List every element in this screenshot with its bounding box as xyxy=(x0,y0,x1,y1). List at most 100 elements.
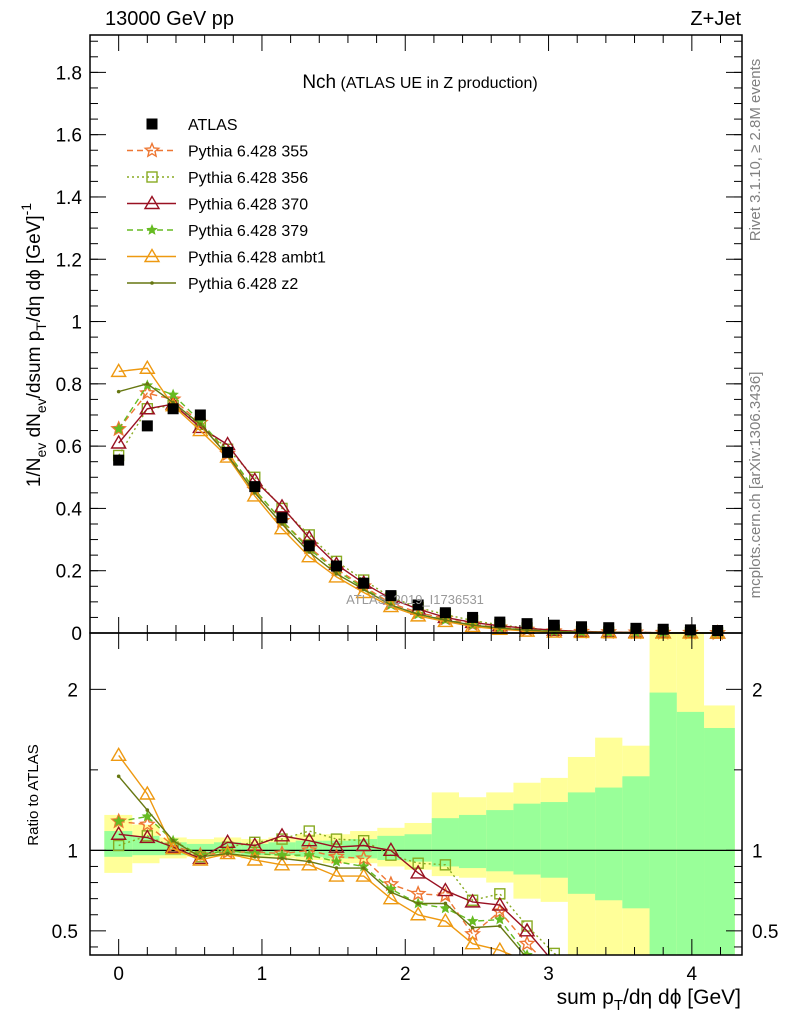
data-point-p355 xyxy=(110,420,127,437)
ratio-point-p355 xyxy=(139,815,156,832)
legend-entry-ambt1: Pythia 6.428 ambt1 xyxy=(127,248,326,267)
data-point-atlas xyxy=(576,621,588,633)
data-point-z2 xyxy=(525,628,529,632)
ratio-point-p370 xyxy=(409,864,427,879)
data-point-z2 xyxy=(145,382,150,386)
ratio-point-p370 xyxy=(518,922,536,937)
ratio-point-p379 xyxy=(112,815,125,827)
ratio-band-green-bin xyxy=(567,792,596,894)
legend-entry-z2: Pythia 6.428 z2 xyxy=(127,276,298,293)
ratio-point-p370 xyxy=(192,850,209,865)
legend-label-p356: Pythia 6.428 356 xyxy=(188,170,308,187)
main-y-tick-label: 0.6 xyxy=(56,437,82,458)
main-y-tick-label: 1.8 xyxy=(56,63,82,84)
ratio-point-p370 xyxy=(164,838,182,853)
x-axis-label: sum pT/dη dϕ [GeV] xyxy=(557,986,741,1014)
legend-marker-p355 xyxy=(143,141,161,158)
ratio-band-green-bin xyxy=(431,818,459,867)
legend-label-z2: Pythia 6.428 z2 xyxy=(188,276,298,293)
ratio-y-tick-label: 1 xyxy=(67,841,78,862)
plot-title: Nch (ATLAS UE in Z production) xyxy=(302,72,537,93)
data-point-atlas xyxy=(303,540,315,552)
ratio-point-z2 xyxy=(225,851,230,856)
ratio-band-green-bin xyxy=(540,802,568,878)
ratio-point-z2 xyxy=(334,866,339,870)
ratio-panel-frame xyxy=(89,632,743,956)
ratio-point-z2 xyxy=(116,774,121,779)
data-point-atlas xyxy=(467,611,479,623)
axes-ticks: 0 0.2 0.4 0.6 0.8 1 1.2 1.4 1.6 1.8 0 1 2 3 4 0.5 0.5 1 1 2… xyxy=(52,35,778,985)
data-point-ambt1 xyxy=(246,487,264,502)
main-y-tick-label: 0.8 xyxy=(56,375,82,396)
ratio-point-p356 xyxy=(439,859,452,871)
ratio-point-z2 xyxy=(416,901,420,906)
ratio-point-p370 xyxy=(139,829,156,844)
data-point-z2 xyxy=(334,572,339,576)
ratio-point-z2 xyxy=(307,859,312,864)
legend-label-p370: Pythia 6.428 370 xyxy=(188,197,308,214)
ratio-y-tick-label-right: 0.5 xyxy=(752,922,778,943)
data-point-z2 xyxy=(416,612,420,617)
plot-title-sub: (ATLAS UE in Z production) xyxy=(336,75,538,92)
legend-marker-p356 xyxy=(146,171,158,183)
legend-entry-p370: Pythia 6.428 370 xyxy=(127,195,308,214)
ratio-y-axis-label: Ratio to ATLAS xyxy=(25,744,42,845)
x-tick-label: 2 xyxy=(400,964,411,985)
data-point-atlas xyxy=(276,512,288,524)
main-y-axis-label: 1/Nev dNev/dsum pT/dη dϕ [GeV]-1 xyxy=(18,203,49,487)
ratio-point-p370 xyxy=(328,838,345,853)
ratio-point-z2 xyxy=(280,856,284,861)
ratio-band-green-bin xyxy=(404,834,432,862)
ratio-point-p356 xyxy=(303,825,315,837)
ratio-point-p355 xyxy=(518,934,536,951)
ratio-point-z2 xyxy=(443,901,448,906)
ratio-y-tick-label: 2 xyxy=(67,680,78,701)
ratio-y-tick-label-right: 1 xyxy=(752,841,763,862)
ratio-point-ambt1 xyxy=(139,785,156,800)
ratio-point-z2 xyxy=(470,925,475,930)
ratio-y-tick-label-right: 2 xyxy=(752,680,763,701)
ratio-band-green-bin xyxy=(350,839,378,859)
ratio-point-z2 xyxy=(361,866,366,870)
ratio-point-p356 xyxy=(330,833,343,845)
data-point-ambt1 xyxy=(110,362,127,378)
data-point-p379 xyxy=(112,422,125,434)
data-point-atlas xyxy=(358,577,370,589)
ratio-point-ambt1 xyxy=(273,856,291,871)
ratio-y-tick-label: 0.5 xyxy=(52,922,78,943)
ratio-series-z2 xyxy=(116,774,529,960)
ratio-band-green-bin xyxy=(377,835,405,861)
legend-marker-ambt1 xyxy=(143,248,161,263)
ratio-point-p370 xyxy=(575,972,589,984)
ratio-point-p370 xyxy=(382,841,400,857)
data-point-atlas xyxy=(494,616,506,628)
legend: ATLAS Pythia 6.428 355 Pythia 6.428 356 Pyt… xyxy=(127,117,326,293)
ratio-point-p356 xyxy=(276,833,288,845)
ratio-point-z2 xyxy=(389,890,393,895)
main-y-tick-label: 0 xyxy=(71,624,82,645)
header-left: 13000 GeV pp xyxy=(105,8,234,30)
main-y-tick-label: 1 xyxy=(71,313,82,334)
ratio-band-green-bin xyxy=(676,711,705,955)
ratio-point-ambt1 xyxy=(192,851,209,866)
x-tick-label: 1 xyxy=(257,964,268,985)
data-point-ambt1 xyxy=(139,359,156,374)
ratio-band-green-bin xyxy=(649,692,677,955)
ratio-point-p370 xyxy=(437,882,454,897)
ratio-point-ambt1 xyxy=(164,840,182,855)
x-tick-label: 4 xyxy=(687,964,698,985)
legend-entry-p355: Pythia 6.428 355 xyxy=(127,141,308,161)
data-point-atlas xyxy=(712,625,724,637)
ratio-point-z2 xyxy=(525,956,529,960)
ratio-point-ambt1 xyxy=(492,941,508,955)
legend-marker-z2 xyxy=(150,281,154,285)
legend-label-atlas: ATLAS xyxy=(188,117,238,134)
data-point-atlas xyxy=(684,624,696,636)
data-point-p370 xyxy=(110,434,127,449)
legend-label-p379: Pythia 6.428 379 xyxy=(188,223,308,240)
x-tick-label: 0 xyxy=(113,964,124,985)
ratio-point-p379 xyxy=(494,913,506,925)
ratio-point-z2 xyxy=(498,924,502,928)
data-point-ambt1 xyxy=(192,422,209,437)
